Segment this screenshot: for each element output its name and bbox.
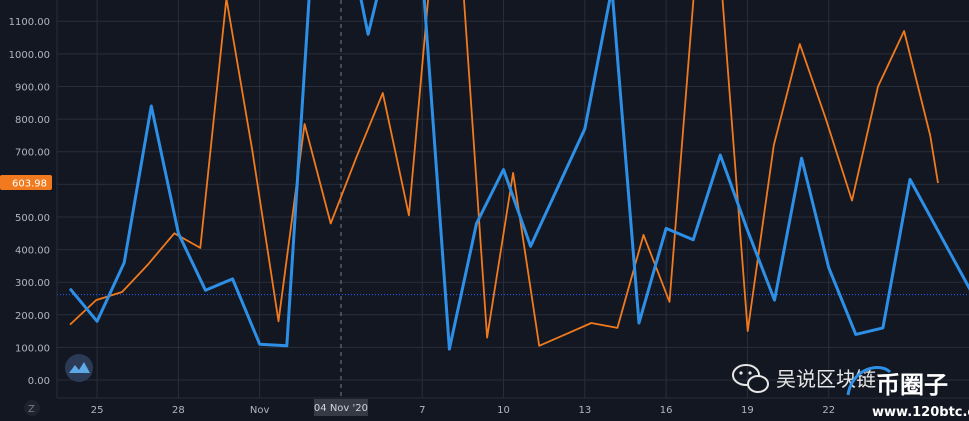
series-line-blue (68, 0, 969, 351)
y-tick-label: 300.00 (15, 278, 50, 289)
watermark-wechat-text: 吴说区块链 (776, 367, 876, 391)
watermark-url-text: www.120btc.com (872, 405, 969, 420)
x-tick-label: 16 (660, 405, 673, 416)
y-tick-label: 0.00 (28, 376, 50, 387)
x-tick-label: Nov (250, 405, 270, 416)
y-tick-label: 1000.00 (9, 50, 50, 61)
scale-mode-label: Z (28, 404, 35, 415)
x-tick-label: 13 (578, 405, 591, 416)
series-lines (68, 0, 969, 351)
crosshair-tag-bg (313, 399, 368, 416)
watermark-brand-text: 币圈子 (876, 371, 948, 399)
y-tick-label: 1100.00 (9, 17, 50, 28)
y-tick-label: 400.00 (15, 246, 50, 257)
x-tick-label: 22 (822, 405, 835, 416)
y-tick-label: 900.00 (15, 82, 50, 93)
wechat-icon (732, 364, 769, 393)
series-line-orange (69, 0, 939, 347)
crosshair-date-label: 04 Nov '20 (314, 403, 368, 414)
y-tick-label: 500.00 (15, 213, 50, 224)
watermark-swoosh (846, 366, 892, 396)
logo-circle (65, 354, 93, 382)
x-tick-label: 28 (172, 405, 185, 416)
x-tick-label: 19 (741, 405, 754, 416)
app-logo[interactable] (65, 354, 93, 382)
current-value-tag-bg (0, 175, 52, 190)
scale-mode-circle (24, 400, 40, 416)
mountain-icon (69, 362, 90, 373)
y-tick-label: 100.00 (15, 343, 50, 354)
y-tick-label: 700.00 (15, 148, 50, 159)
x-tick-label: 7 (419, 405, 425, 416)
current-value-label: 603.98 (12, 179, 47, 190)
scale-mode-button[interactable]: Z (24, 400, 40, 416)
y-tick-label: 800.00 (15, 115, 50, 126)
crosshair: 04 Nov '20 (314, 0, 368, 416)
y-tick-label: 200.00 (15, 311, 50, 322)
watermark: 吴说区块链 币圈子 www.120btc.com (732, 364, 969, 420)
x-tick-label: 25 (91, 405, 104, 416)
current-value-tag: 603.98 (0, 175, 52, 190)
y-axis: 0.00100.00200.00300.00400.00500.00600.00… (9, 0, 58, 398)
x-tick-label: 10 (497, 405, 510, 416)
x-axis: 25 28 Nov 7 10 13 16 19 22 (57, 397, 969, 416)
